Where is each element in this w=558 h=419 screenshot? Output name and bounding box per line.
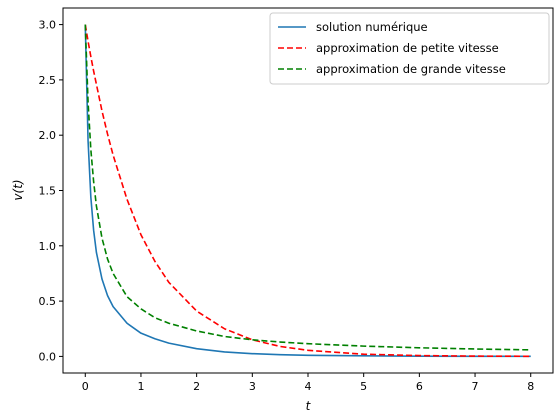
series-line-2 [84,24,531,358]
x-axis-label: t [306,399,312,413]
y-axis-ticks: 0.0 0.5 1.0 1.5 2.0 2.5 3.0 [39,19,63,363]
x-tick-label: 0 [82,380,89,393]
series-line-1 [84,24,531,358]
x-tick-label: 3 [249,380,256,393]
y-tick-label: 3.0 [39,19,57,32]
x-tick-label: 6 [416,380,423,393]
series-line-3 [84,24,531,351]
y-tick-label: 0.0 [39,350,57,363]
x-tick-label: 1 [137,380,144,393]
y-tick-label: 2.0 [39,129,57,142]
y-axis-label: v(t) [11,179,25,200]
legend: solution numérique approximation de petit… [269,12,550,85]
plot-area [84,24,531,358]
y-tick-label: 1.0 [39,240,57,253]
x-tick-label: 7 [472,380,479,393]
y-tick-label: 0.5 [39,295,57,308]
axes-frame [62,7,554,374]
legend-label-2: approximation de petite vitesse [316,41,499,55]
x-tick-label: 2 [193,380,200,393]
legend-box [269,12,550,85]
y-tick-label: 2.5 [39,74,57,87]
legend-label-1: solution numérique [316,20,428,34]
y-tick-label: 1.5 [39,185,57,198]
x-tick-label: 4 [305,380,312,393]
legend-label-3: approximation de grande vitesse [316,62,506,76]
x-axis-ticks: 0 1 2 3 4 5 6 7 8 [82,373,534,393]
x-tick-label: 5 [360,380,367,393]
x-tick-label: 8 [527,380,534,393]
